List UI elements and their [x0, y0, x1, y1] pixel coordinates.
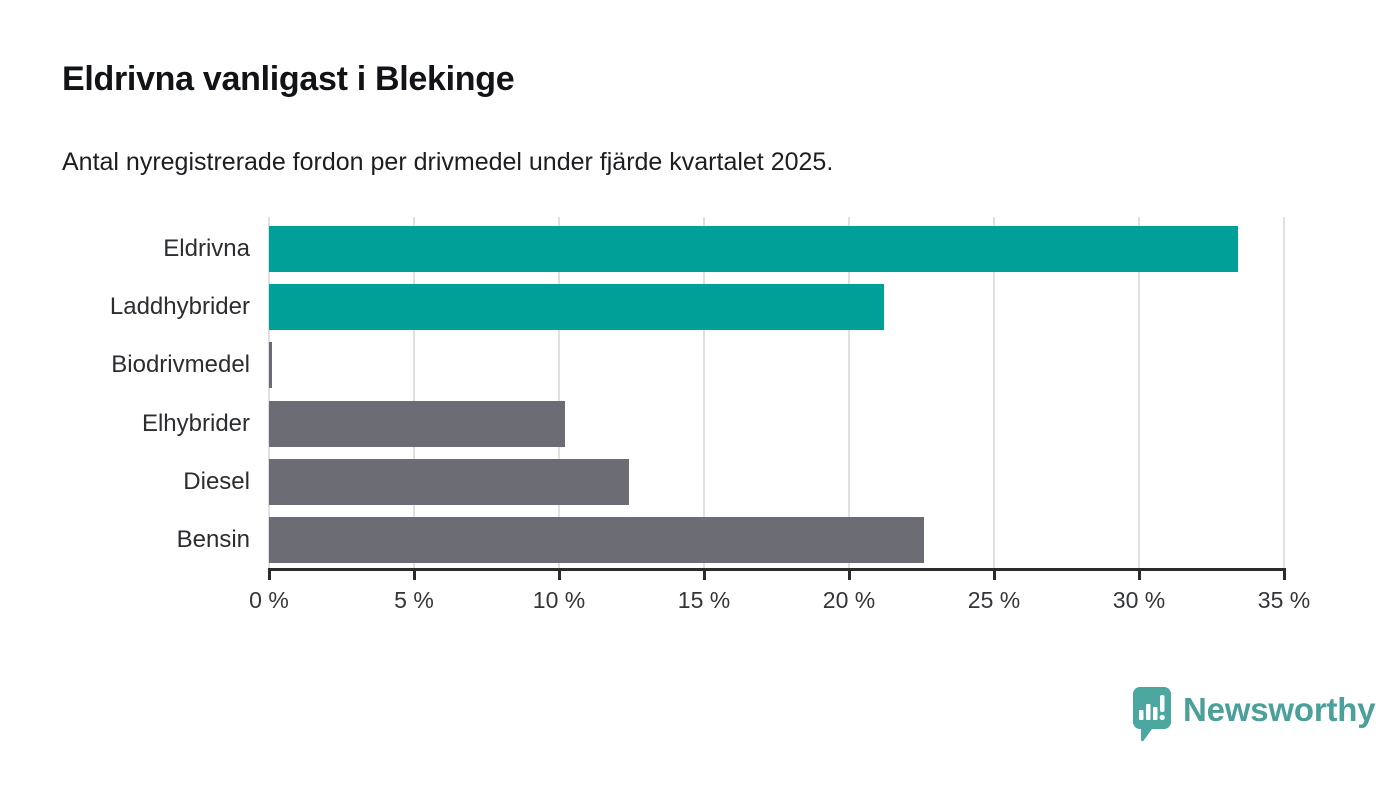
page-title: Eldrivna vanligast i Blekinge	[62, 60, 515, 98]
category-label: Bensin	[176, 526, 250, 553]
x-axis-tick	[413, 571, 416, 580]
category-label: Diesel	[183, 467, 250, 495]
gridline	[558, 217, 560, 568]
newsworthy-logo: Newsworthy	[1131, 686, 1376, 744]
x-axis-tick-label: 5 %	[394, 587, 434, 613]
category-label: Eldrivna	[163, 235, 250, 262]
gridline	[268, 217, 270, 568]
gridline	[1283, 217, 1285, 568]
bar-biodrivmedel	[269, 342, 272, 389]
bar-laddhybrider	[269, 284, 884, 331]
x-axis-tick	[558, 571, 561, 580]
gridline	[413, 217, 415, 568]
x-axis-line	[268, 568, 1286, 571]
newsworthy-logo-text: Newsworthy	[1183, 691, 1376, 728]
gridline	[1138, 217, 1140, 568]
x-axis-tick-label: 15 %	[677, 587, 731, 613]
newsworthy-chart-bubble-icon	[1133, 687, 1171, 742]
bar-bensin	[269, 517, 925, 563]
category-label: Biodrivmedel	[111, 351, 250, 379]
x-axis-tick-label: 20 %	[822, 587, 876, 613]
x-axis-tick-label: 30 %	[1112, 587, 1166, 613]
x-axis-tick-label: 25 %	[967, 587, 1021, 613]
gridline	[993, 217, 995, 568]
bar-chart: Eldrivna Laddhybrider Biodrivmedel Elhybrid…	[0, 217, 1400, 637]
bar-elhybrider	[269, 400, 565, 447]
category-axis: Eldrivna Laddhybrider Biodrivmedel Elhybrid…	[0, 217, 250, 568]
x-axis-tick	[1138, 571, 1141, 580]
gridline	[703, 217, 705, 568]
x-axis-tick	[993, 571, 996, 580]
category-label: Elhybrider	[141, 409, 250, 437]
x-axis-tick-label: 35 %	[1257, 587, 1311, 613]
x-axis-tick	[268, 571, 271, 580]
x-axis-tick	[1283, 571, 1286, 580]
x-axis-tick	[703, 571, 706, 580]
bar-diesel	[269, 458, 629, 505]
page-subtitle: Antal nyregistrerade fordon per drivmede…	[62, 148, 834, 176]
bar-eldrivna	[269, 226, 1238, 272]
x-axis-tick	[848, 571, 851, 580]
x-axis-tick-label: 0 %	[249, 587, 289, 613]
gridline	[848, 217, 850, 568]
plot-area	[268, 217, 1285, 568]
category-label: Laddhybrider	[109, 293, 250, 321]
x-axis-tick-label: 10 %	[532, 587, 586, 613]
